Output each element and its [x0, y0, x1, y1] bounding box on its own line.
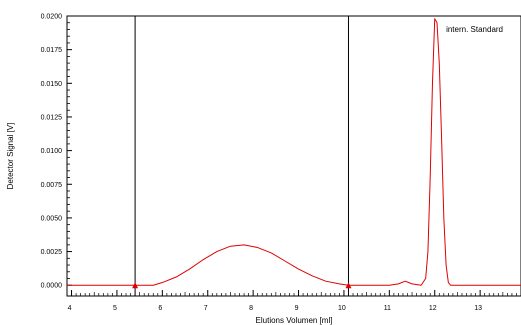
annotations: intern. Standard: [446, 25, 503, 34]
x-tick-label: 13: [474, 305, 482, 312]
x-tick-label: 10: [338, 305, 346, 312]
y-tick-label: 0.0075: [41, 182, 63, 189]
y-axis-ticks: 0.0000 0.0025 0.0050 0.0075 0.0100 0.0125 0.01…: [41, 14, 72, 290]
vertical-markers: [134, 16, 349, 296]
x-axis-title: Elutions Volumen [ml]: [256, 316, 333, 325]
x-tick-label: 11: [384, 305, 391, 312]
y-tick-label: 0.0000: [41, 283, 63, 290]
x-tick-label: 7: [204, 305, 208, 312]
baseline-marker: [345, 282, 352, 289]
y-tick-label: 0.0050: [41, 215, 63, 222]
x-tick-label: 4: [68, 305, 72, 312]
x-tick-label: 5: [113, 305, 117, 312]
y-tick-label: 0.0200: [41, 14, 63, 21]
x-tick-label: 6: [158, 305, 162, 312]
annotation-label: intern. Standard: [446, 25, 503, 34]
y-axis-title: Detector Signal [V]: [6, 123, 15, 190]
x-tick-label: 8: [249, 305, 253, 312]
y-tick-label: 0.0100: [41, 148, 63, 155]
x-tick-label: 9: [295, 305, 299, 312]
baseline-markers: [132, 282, 352, 289]
x-axis-ticks: 4 5 6 7 8 9 10 11 12 13: [66, 290, 521, 312]
y-tick-label: 0.0125: [41, 114, 63, 121]
series-line: [67, 18, 521, 286]
baseline-marker: [132, 282, 139, 289]
y-tick-label: 0.0025: [41, 249, 63, 256]
series-layer: [67, 18, 521, 286]
y-tick-label: 0.0150: [41, 81, 63, 88]
x-tick-label: 12: [429, 305, 437, 312]
y-tick-label: 0.0175: [41, 47, 63, 54]
